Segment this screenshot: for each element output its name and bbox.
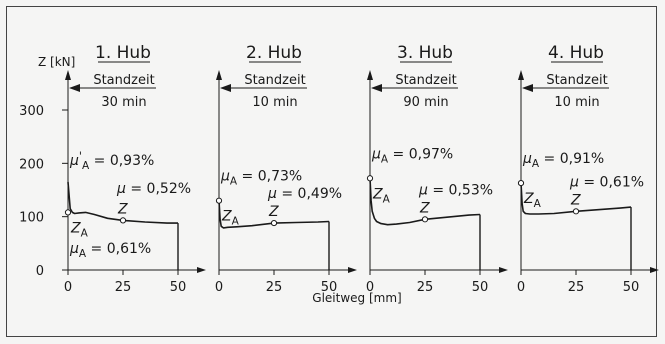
data-point-marker: [270, 219, 278, 227]
y-axis-label: Z [kN]: [38, 55, 75, 69]
x-axis-label: Gleitweg [mm]: [312, 291, 401, 305]
standzeit-value: 90 min: [403, 95, 448, 110]
standzeit-value: 10 min: [252, 95, 297, 110]
figure-border: [6, 6, 657, 337]
standzeit-label: Standzeit: [546, 73, 607, 88]
point-label-z: Z: [419, 200, 430, 216]
x-tick-label: 25: [266, 280, 283, 295]
x-axis-arrow: [499, 267, 508, 273]
chart-panel-3: 0 25 50 3. Hub Standzeit 90 min ZA ZμA = 0,97% μ…: [366, 43, 508, 295]
panel-title: 1. Hub: [95, 43, 151, 63]
data-point-marker: [421, 216, 429, 223]
y-tick-label: 0: [36, 264, 44, 279]
data-point-marker: [119, 217, 127, 224]
x-tick-label: 50: [170, 280, 187, 295]
data-point-marker: [517, 179, 525, 187]
x-tick-label: 50: [472, 280, 489, 295]
x-tick-label: 25: [568, 280, 585, 295]
panel-title: 4. Hub: [548, 43, 604, 63]
y-tick-label: 100: [19, 211, 44, 226]
chart-panel-4: 0 25 50 4. Hub Standzeit 10 min ZA ZμA = 0,91% μ…: [517, 43, 659, 295]
x-axis-arrow: [348, 267, 357, 273]
x-axis-arrow: [197, 267, 206, 273]
x-tick-label: 0: [215, 280, 223, 295]
data-point-marker: [215, 197, 223, 204]
standzeit-label: Standzeit: [395, 73, 456, 88]
coefficient-annotation: μ = 0,61%: [569, 174, 644, 190]
point-label-za: ZA: [221, 209, 240, 228]
coefficient-annotation: μA = 0,61%: [69, 241, 151, 260]
x-axis-arrow: [650, 267, 659, 273]
point-label-z: Z: [268, 204, 279, 220]
series-line: [520, 183, 632, 215]
chart-panel-2: 0 25 50 2. Hub Standzeit 10 min ZA ZμA = 0,73%μ…: [215, 43, 357, 295]
coefficient-annotation: μ = 0,49%: [267, 186, 342, 202]
point-label-za: ZA: [372, 186, 391, 205]
coefficient-annotation: μ'A = 0,93%: [69, 150, 154, 172]
standzeit-label: Standzeit: [93, 73, 154, 88]
point-label-za: ZA: [523, 191, 542, 210]
panel-title: 2. Hub: [246, 43, 302, 63]
x-tick-label: 0: [366, 280, 374, 295]
standzeit-label: Standzeit: [244, 73, 305, 88]
series-line: [67, 181, 178, 224]
coefficient-annotation: μ = 0,53%: [418, 182, 493, 198]
y-tick-label: 300: [19, 104, 44, 119]
data-point-marker: [64, 209, 72, 216]
point-label-z: Z: [570, 192, 581, 208]
coefficient-annotation: μA = 0,97%: [371, 146, 453, 165]
y-axis-arrow: [367, 70, 373, 80]
x-tick-label: 25: [417, 280, 434, 295]
x-tick-label: 50: [321, 280, 338, 295]
coefficient-annotation: μA = 0,91%: [522, 151, 604, 170]
point-label-za: ZA: [70, 220, 89, 239]
standzeit-arrow-head: [371, 84, 382, 92]
chart-panels: 0 25 50 1. Hub Standzeit 30 min ZA Zμ'A = 0,93%…: [64, 43, 659, 295]
chart-panel-1: 0 25 50 1. Hub Standzeit 30 min ZA Zμ'A = 0,93%…: [64, 43, 206, 295]
point-label-z: Z: [117, 201, 128, 217]
x-tick-label: 25: [115, 280, 132, 295]
series-line: [369, 178, 481, 226]
standzeit-value: 30 min: [101, 95, 146, 110]
panel-title: 3. Hub: [397, 43, 453, 63]
chart-frame: [6, 6, 657, 337]
y-axis-arrow: [65, 70, 71, 80]
y-tick-label: 200: [19, 157, 44, 172]
y-axis-arrow: [216, 70, 222, 80]
x-tick-label: 0: [517, 280, 525, 295]
standzeit-arrow-head: [522, 84, 533, 92]
data-point-marker: [572, 208, 580, 215]
coefficient-annotation: μ = 0,52%: [116, 181, 191, 197]
series-line: [218, 200, 330, 229]
coefficient-annotation: μA = 0,73%: [220, 169, 302, 188]
y-axis: 0 100 200 300: [19, 104, 68, 279]
data-point-marker: [366, 175, 374, 182]
standzeit-value: 10 min: [554, 95, 599, 110]
y-axis-arrow: [518, 70, 524, 80]
standzeit-arrow-head: [69, 84, 80, 92]
x-tick-label: 50: [623, 280, 640, 295]
x-tick-label: 0: [64, 280, 72, 295]
standzeit-arrow-head: [220, 84, 231, 92]
